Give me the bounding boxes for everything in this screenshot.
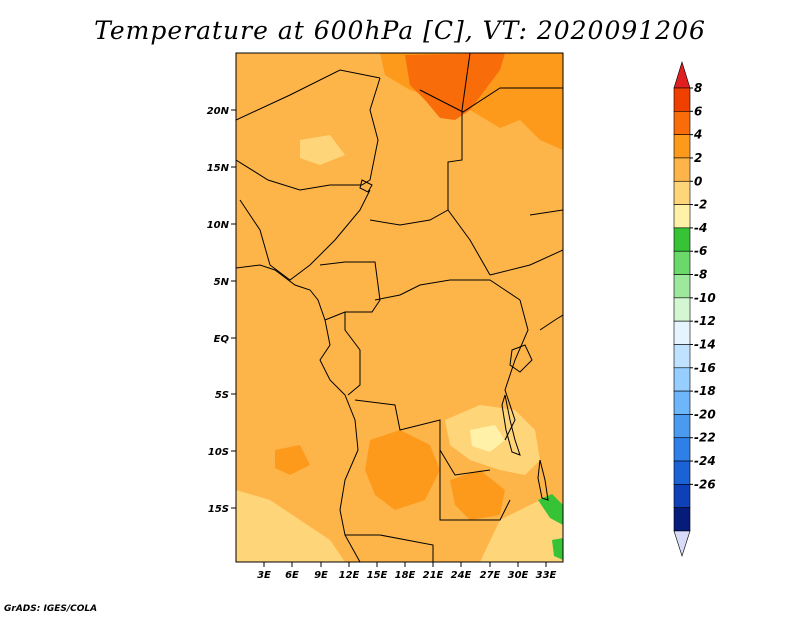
temperature-field: [236, 53, 563, 562]
border-car-congo: [374, 279, 521, 301]
lake-tanganyika: [501, 394, 521, 456]
colorbar-label: -8: [694, 268, 707, 282]
border-libya-egypt-sudan: [447, 53, 471, 210]
border-drc-east: [504, 299, 529, 441]
colorbar-label: 4: [693, 128, 702, 142]
colorbar-min-triangle: [673, 530, 691, 557]
lon-label: 18E: [395, 570, 416, 581]
colorbar-label: 8: [694, 81, 702, 95]
field-cool-0-2-southeast: [480, 500, 563, 562]
lake-chad: [359, 179, 373, 193]
colorbar-label: 0: [694, 174, 702, 188]
lat-label: 15N: [207, 163, 230, 174]
border-chad-niger: [361, 77, 381, 186]
colorbar-segment: [673, 344, 691, 369]
lon-label: 9E: [314, 570, 328, 581]
lat-label: 10S: [208, 447, 229, 458]
lon-label: 6E: [285, 570, 299, 581]
colorbar-label: -6: [694, 244, 707, 258]
lat-label: 5S: [215, 390, 229, 401]
border-chad-car: [369, 209, 491, 276]
field-cool-0-2-north-patch: [300, 135, 345, 165]
colorbar-segment: [673, 460, 691, 485]
colorbar-label: -18: [694, 384, 716, 398]
latitude-axis: 20N 15N 10N 5N EQ 5S 10S 15S: [207, 106, 236, 515]
plot-frame: [235, 52, 564, 563]
border-sudan-south: [489, 249, 563, 276]
field-cold--4-patch-2: [552, 538, 563, 560]
lon-label: 30E: [508, 570, 529, 581]
field-warm-patch-west: [275, 445, 310, 475]
lon-label: 12E: [339, 570, 360, 581]
colorbar-segment: [673, 274, 691, 299]
credit-text: GrADS: IGES/COLA: [4, 604, 98, 614]
colorbar-segment: [673, 437, 691, 462]
colorbar: 8 6 4 2 0 -2 -4 -6 -8 -10 -12 -14 -16 -18 -20 -22 -24 -26: [673, 60, 716, 557]
colorbar-segment: [673, 484, 691, 508]
country-borders: [236, 53, 563, 562]
border-egypt-sudan: [419, 87, 563, 113]
colorbar-label: -4: [694, 221, 707, 235]
field-cool--2-0-patch: [470, 425, 505, 452]
colorbar-label: -10: [694, 291, 716, 305]
colorbar-segment: [673, 367, 691, 392]
colorbar-segment: [673, 414, 691, 439]
border-gabon-congo: [344, 312, 361, 396]
colorbar-segment: [673, 87, 691, 112]
colorbar-segment: [673, 250, 691, 275]
lon-label: 27E: [480, 570, 501, 581]
coast-west-africa: [236, 264, 361, 562]
border-angola-zambia: [439, 450, 511, 521]
border-namibia: [345, 534, 434, 562]
border-drc-angola: [354, 399, 491, 476]
lon-label: 3E: [257, 570, 271, 581]
colorbar-label: -2: [694, 198, 707, 212]
field-cold--4-patch: [538, 494, 563, 525]
colorbar-label: 6: [694, 104, 702, 118]
lon-label: 33E: [536, 570, 557, 581]
field-hot-6-8-north: [405, 53, 505, 120]
colorbar-segment: [673, 111, 691, 135]
lon-label: 24E: [451, 570, 472, 581]
colorbar-label: -12: [694, 314, 716, 328]
colorbar-segment: [673, 507, 691, 532]
colorbar-segment: [673, 320, 691, 345]
lat-label: EQ: [214, 334, 230, 345]
lon-label: 21E: [423, 570, 444, 581]
border-niger-nigeria: [236, 159, 362, 191]
lake-malawi: [537, 459, 549, 501]
colorbar-segment: [673, 297, 691, 322]
border-algeria-niger: [236, 69, 381, 121]
coast-east: [539, 314, 563, 331]
border-ethiopia: [529, 209, 563, 216]
map-title: Temperature at 600hPa [C], VT: 202009120…: [94, 16, 706, 45]
colorbar-label: -22: [694, 431, 716, 445]
lon-label: 15E: [367, 570, 388, 581]
lat-label: 10N: [207, 220, 230, 231]
colorbar-label: -20: [694, 407, 716, 421]
colorbar-segment: [673, 390, 691, 415]
colorbar-segment: [673, 180, 691, 205]
colorbar-label: -26: [694, 477, 716, 491]
colorbar-segment: [673, 204, 691, 229]
colorbar-max-triangle: [673, 60, 691, 89]
colorbar-segment: [673, 134, 691, 159]
lat-label: 5N: [214, 277, 230, 288]
colorbar-segment: [673, 157, 691, 182]
field-warm-patch-zambia: [450, 470, 505, 520]
field-cool-0-2-southwest: [236, 490, 345, 562]
colorbar-label: -24: [694, 454, 716, 468]
colorbar-label: 2: [694, 151, 702, 165]
colorbar-segment: [673, 227, 691, 252]
field-warm-patch-angola: [365, 430, 440, 510]
colorbar-label: -16: [694, 361, 716, 375]
longitude-axis: 3E 6E 9E 12E 15E 18E 21E 24E 27E 30E 33E: [257, 562, 557, 581]
colorbar-label: -14: [694, 337, 716, 351]
lake-victoria: [509, 344, 533, 373]
lat-label: 20N: [207, 106, 230, 117]
lat-label: 15S: [208, 504, 229, 515]
border-nigeria-cameroon: [239, 189, 371, 281]
